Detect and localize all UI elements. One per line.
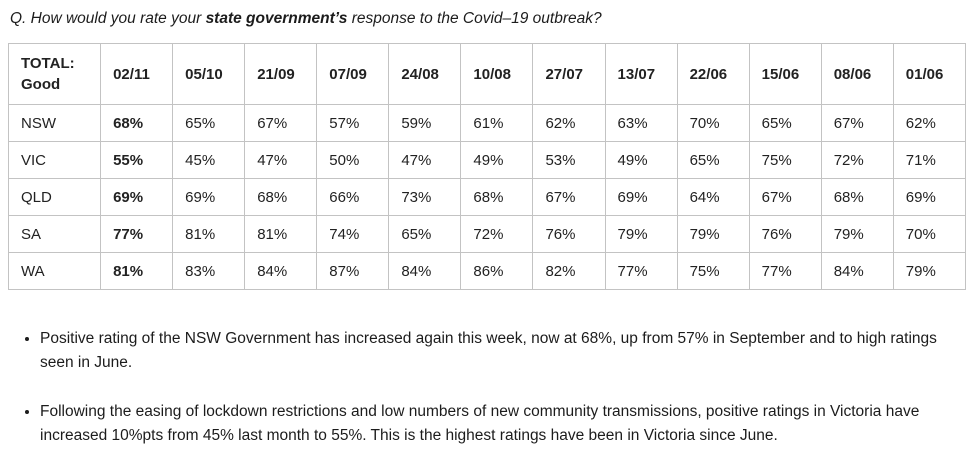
insights-list: Positive rating of the NSW Government ha… <box>22 327 968 448</box>
date-header-cell: 05/10 <box>172 43 246 105</box>
value-cell: 53% <box>532 141 606 179</box>
value-cell: 62% <box>532 104 606 142</box>
value-cell: 81% <box>172 215 246 253</box>
value-cell: 75% <box>676 252 750 290</box>
value-cell: 61% <box>460 104 534 142</box>
value-cell: 81% <box>100 252 174 290</box>
value-cell: 50% <box>316 141 390 179</box>
value-cell: 49% <box>460 141 534 179</box>
value-cell: 55% <box>100 141 174 179</box>
question-prefix: Q. How would you rate your <box>10 10 206 27</box>
value-cell: 84% <box>388 252 462 290</box>
value-cell: 77% <box>748 252 822 290</box>
value-cell: 84% <box>820 252 894 290</box>
value-cell: 47% <box>388 141 462 179</box>
value-cell: 74% <box>316 215 390 253</box>
date-header-cell: 21/09 <box>244 43 318 105</box>
date-header-cell: 15/06 <box>748 43 822 105</box>
date-header-cell: 27/07 <box>532 43 606 105</box>
value-cell: 67% <box>820 104 894 142</box>
value-cell: 67% <box>244 104 318 142</box>
value-cell: 68% <box>460 178 534 216</box>
date-header-cell: 02/11 <box>100 43 174 105</box>
value-cell: 76% <box>748 215 822 253</box>
date-header-cell: 24/08 <box>388 43 462 105</box>
value-cell: 63% <box>604 104 678 142</box>
total-label: TOTAL: <box>21 55 75 72</box>
value-cell: 86% <box>460 252 534 290</box>
table-row-vic: VIC 55% 45% 47% 50% 47% 49% 53% 49% 65% … <box>7 141 967 179</box>
value-cell: 65% <box>388 215 462 253</box>
value-cell: 62% <box>892 104 967 142</box>
value-cell: 79% <box>892 252 967 290</box>
value-cell: 64% <box>676 178 750 216</box>
table-row-wa: WA 81% 83% 84% 87% 84% 86% 82% 77% 75% 7… <box>7 252 967 290</box>
state-label-cell: SA <box>7 215 102 253</box>
value-cell: 49% <box>604 141 678 179</box>
value-cell: 79% <box>820 215 894 253</box>
value-cell: 84% <box>244 252 318 290</box>
date-header-cell: 10/08 <box>460 43 534 105</box>
value-cell: 75% <box>748 141 822 179</box>
table-row-sa: SA 77% 81% 81% 74% 65% 72% 76% 79% 79% 7… <box>7 215 967 253</box>
date-header-cell: 22/06 <box>676 43 750 105</box>
value-cell: 87% <box>316 252 390 290</box>
state-label-cell: NSW <box>7 104 102 142</box>
question-suffix: response to the Covid–19 outbreak? <box>347 10 602 27</box>
table-row-nsw: NSW 68% 65% 67% 57% 59% 61% 62% 63% 70% … <box>7 104 967 142</box>
value-cell: 69% <box>100 178 174 216</box>
value-cell: 77% <box>100 215 174 253</box>
total-good-header-cell: TOTAL: Good <box>7 43 102 105</box>
value-cell: 73% <box>388 178 462 216</box>
value-cell: 68% <box>100 104 174 142</box>
value-cell: 67% <box>748 178 822 216</box>
value-cell: 69% <box>604 178 678 216</box>
value-cell: 67% <box>532 178 606 216</box>
value-cell: 69% <box>892 178 967 216</box>
value-cell: 57% <box>316 104 390 142</box>
value-cell: 70% <box>892 215 967 253</box>
value-cell: 81% <box>244 215 318 253</box>
good-label: Good <box>21 76 61 93</box>
question-emphasis: state government’s <box>205 10 348 27</box>
state-label-cell: WA <box>7 252 102 290</box>
value-cell: 70% <box>676 104 750 142</box>
insight-bullet-nsw: Positive rating of the NSW Government ha… <box>40 327 968 375</box>
value-cell: 71% <box>892 141 967 179</box>
value-cell: 72% <box>460 215 534 253</box>
value-cell: 76% <box>532 215 606 253</box>
value-cell: 83% <box>172 252 246 290</box>
table-row-qld: QLD 69% 69% 68% 66% 73% 68% 67% 69% 64% … <box>7 178 967 216</box>
date-header-cell: 13/07 <box>604 43 678 105</box>
value-cell: 79% <box>604 215 678 253</box>
value-cell: 68% <box>820 178 894 216</box>
value-cell: 66% <box>316 178 390 216</box>
value-cell: 65% <box>748 104 822 142</box>
state-label-cell: QLD <box>7 178 102 216</box>
value-cell: 59% <box>388 104 462 142</box>
date-header-cell: 01/06 <box>892 43 967 105</box>
value-cell: 77% <box>604 252 678 290</box>
insight-bullet-vic: Following the easing of lockdown restric… <box>40 400 968 448</box>
value-cell: 79% <box>676 215 750 253</box>
ratings-table: TOTAL: Good 02/11 05/10 21/09 07/09 24/0… <box>7 43 967 290</box>
value-cell: 47% <box>244 141 318 179</box>
value-cell: 82% <box>532 252 606 290</box>
value-cell: 45% <box>172 141 246 179</box>
value-cell: 65% <box>676 141 750 179</box>
value-cell: 65% <box>172 104 246 142</box>
date-header-cell: 08/06 <box>820 43 894 105</box>
question-title: Q. How would you rate your state governm… <box>10 10 968 28</box>
date-header-cell: 07/09 <box>316 43 390 105</box>
value-cell: 72% <box>820 141 894 179</box>
value-cell: 69% <box>172 178 246 216</box>
value-cell: 68% <box>244 178 318 216</box>
table-header-row: TOTAL: Good 02/11 05/10 21/09 07/09 24/0… <box>7 43 967 105</box>
state-label-cell: VIC <box>7 141 102 179</box>
